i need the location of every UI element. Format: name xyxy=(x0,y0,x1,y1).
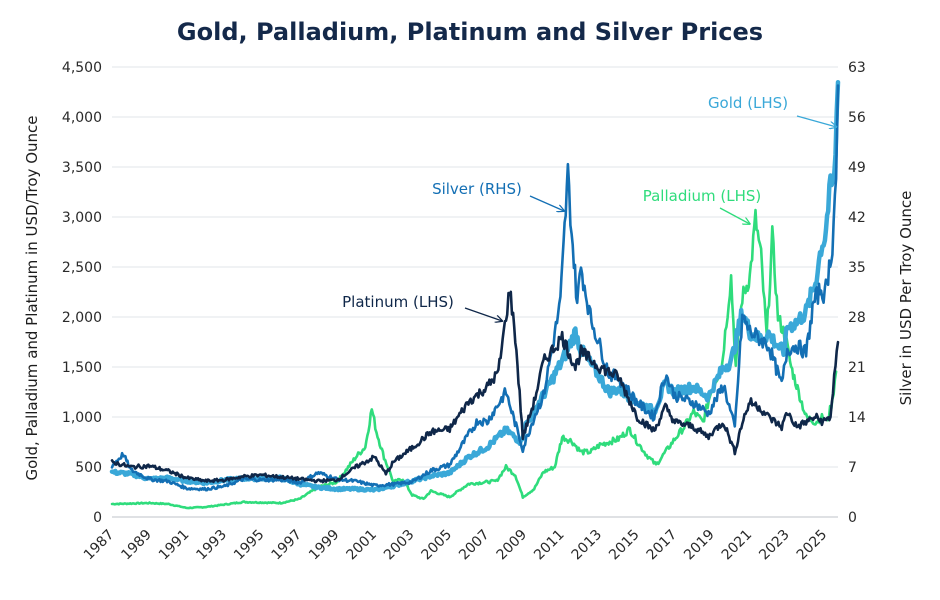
annotation-label: Gold (LHS) xyxy=(708,94,788,112)
x-tick: 1989 xyxy=(118,527,155,564)
x-tick: 2015 xyxy=(606,527,643,564)
y-axis-title-right: Silver in USD Per Troy Ounce xyxy=(897,191,915,406)
annotation-arrow xyxy=(529,195,564,211)
y-tick-right: 56 xyxy=(848,110,866,126)
x-tick: 2001 xyxy=(344,527,381,564)
chart-title: Gold, Palladium, Platinum and Silver Pri… xyxy=(176,18,764,46)
y-tick-right: 49 xyxy=(848,160,866,176)
x-tick: 1993 xyxy=(193,527,230,564)
y-tick-left: 4,000 xyxy=(62,110,102,126)
y-tick-right: 35 xyxy=(848,260,866,276)
y-tick-left: 1,500 xyxy=(62,360,102,376)
annotation-label: Silver (RHS) xyxy=(432,180,522,198)
annotation-label: Platinum (LHS) xyxy=(342,293,454,311)
x-tick: 2025 xyxy=(794,527,831,564)
annotation-arrow xyxy=(796,115,836,127)
y-tick-right: 63 xyxy=(848,60,866,76)
x-tick: 2023 xyxy=(756,527,793,564)
y-tick-left: 0 xyxy=(93,510,102,526)
series-line-platinum-lhs xyxy=(110,290,840,484)
x-tick: 1995 xyxy=(231,527,268,564)
y-tick-left: 3,500 xyxy=(62,160,102,176)
series-line-silver-rhs xyxy=(110,84,840,492)
y-tick-left: 4,500 xyxy=(62,60,102,76)
y-tick-left: 2,000 xyxy=(62,310,102,326)
x-tick: 2003 xyxy=(381,527,418,564)
x-tick: 1999 xyxy=(306,527,343,564)
x-tick: 2019 xyxy=(681,527,718,564)
y-axis-title-left: Gold, Palladium and Platinum in USD/Troy… xyxy=(23,116,41,481)
series-line-palladium-lhs xyxy=(110,208,838,510)
y-tick-left: 1,000 xyxy=(62,410,102,426)
x-tick: 2017 xyxy=(644,527,681,564)
annotation-arrow xyxy=(719,207,750,224)
x-tick: 1997 xyxy=(268,527,305,564)
x-tick: 2007 xyxy=(456,527,493,564)
x-tick: 1987 xyxy=(81,527,118,564)
x-tick: 2005 xyxy=(419,527,456,564)
y-tick-right: 42 xyxy=(848,210,866,226)
y-tick-left: 3,000 xyxy=(62,210,102,226)
x-tick: 2009 xyxy=(494,527,531,564)
y-tick-right: 14 xyxy=(848,410,866,426)
y-tick-right: 28 xyxy=(848,310,866,326)
y-tick-right: 0 xyxy=(848,510,857,526)
y-tick-left: 500 xyxy=(75,460,102,476)
y-tick-right: 7 xyxy=(848,460,857,476)
y-tick-left: 2,500 xyxy=(62,260,102,276)
x-tick: 2021 xyxy=(719,527,756,564)
x-tick: 2013 xyxy=(569,527,606,564)
y-tick-right: 21 xyxy=(848,360,866,376)
x-tick: 1991 xyxy=(156,527,193,564)
annotation-arrow xyxy=(464,307,502,321)
x-tick: 2011 xyxy=(531,527,568,564)
annotation-label: Palladium (LHS) xyxy=(643,187,762,205)
